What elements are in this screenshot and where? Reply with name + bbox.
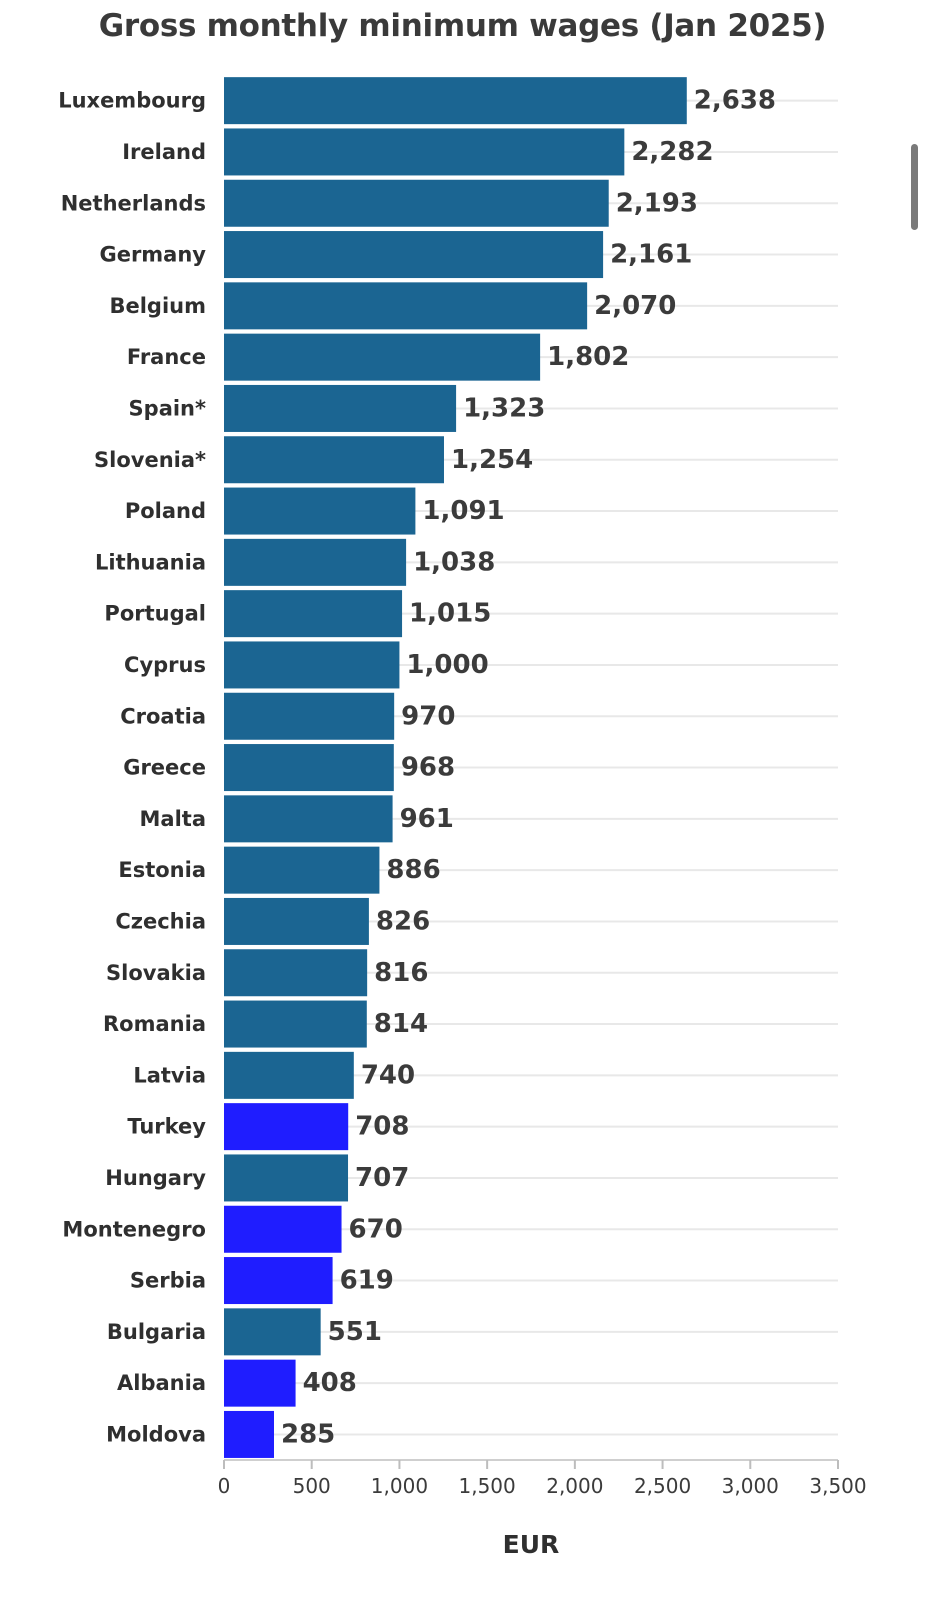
value-label: 2,638 (694, 86, 776, 116)
category-label: Belgium (109, 294, 206, 318)
category-label: Luxembourg (58, 89, 206, 113)
chart-title: Gross monthly minimum wages (Jan 2025) (98, 8, 827, 44)
value-label: 816 (374, 958, 428, 988)
x-tick-label: 1,000 (371, 1474, 428, 1498)
scrollbar-thumb[interactable] (911, 144, 918, 230)
bars (224, 77, 687, 1458)
bar-portugal (224, 590, 403, 638)
value-label: 707 (355, 1163, 409, 1193)
category-label: Poland (125, 499, 206, 523)
category-label: Latvia (133, 1063, 206, 1087)
bar-moldova (224, 1410, 274, 1458)
value-label: 814 (374, 1009, 428, 1039)
bar-greece (224, 744, 394, 792)
value-label: 826 (376, 906, 430, 936)
value-label: 2,193 (616, 188, 698, 218)
bar-lithuania (224, 538, 407, 586)
x-tick-label: 500 (293, 1474, 331, 1498)
bar-france (224, 333, 541, 381)
bar-montenegro (224, 1205, 342, 1253)
category-label: Montenegro (62, 1217, 206, 1241)
bar-ireland (224, 128, 625, 176)
category-label: Malta (140, 807, 206, 831)
value-label: 670 (349, 1214, 403, 1244)
x-axis-ticks: 0 500 1,000 1,500 2,000 2,500 3,000 3,500 (218, 1459, 867, 1498)
bar-turkey (224, 1103, 349, 1151)
x-tick-label: 3,000 (722, 1474, 779, 1498)
x-tick-label: 2,000 (546, 1474, 603, 1498)
bar-cyprus (224, 641, 400, 689)
value-label: 1,015 (409, 599, 491, 629)
value-label: 968 (401, 753, 455, 783)
value-label: 2,070 (594, 291, 676, 321)
value-label: 961 (400, 804, 454, 834)
value-label: 408 (303, 1368, 357, 1398)
value-label: 740 (361, 1060, 415, 1090)
category-label: Turkey (127, 1115, 206, 1139)
category-label: Portugal (104, 602, 206, 626)
x-tick-label: 1,500 (459, 1474, 516, 1498)
bar-malta (224, 795, 393, 843)
category-label: Spain* (129, 396, 206, 420)
category-label: Netherlands (61, 191, 206, 215)
category-label: Bulgaria (107, 1320, 206, 1344)
bar-serbia (224, 1257, 333, 1305)
value-label: 1,323 (463, 393, 545, 423)
value-label: 2,161 (610, 240, 692, 270)
category-label: France (127, 345, 206, 369)
bar-spain (224, 384, 457, 432)
bar-bulgaria (224, 1308, 321, 1356)
value-label: 970 (401, 701, 455, 731)
category-label: Germany (99, 243, 206, 267)
category-labels: Luxembourg Ireland Netherlands Germany Belgi… (58, 89, 206, 1447)
value-label: 1,000 (406, 650, 488, 680)
value-label: 1,038 (413, 547, 495, 577)
value-label: 285 (281, 1419, 335, 1449)
category-label: Serbia (130, 1269, 206, 1293)
category-label: Cyprus (124, 653, 206, 677)
value-label: 886 (386, 855, 440, 885)
category-label: Croatia (120, 704, 206, 728)
category-label: Estonia (118, 858, 206, 882)
x-axis-title: EUR (503, 1530, 560, 1559)
category-label: Slovenia* (94, 448, 206, 472)
bar-hungary (224, 1154, 349, 1202)
value-label: 619 (340, 1266, 394, 1296)
bar-albania (224, 1359, 296, 1407)
bar-romania (224, 1000, 367, 1048)
value-label: 2,282 (631, 137, 713, 167)
bar-latvia (224, 1051, 354, 1099)
x-tick-label: 0 (218, 1474, 231, 1498)
bar-czechia (224, 897, 369, 945)
value-label: 1,091 (422, 496, 504, 526)
category-label: Hungary (105, 1166, 206, 1190)
bar-slovenia (224, 436, 444, 484)
category-label: Albania (117, 1371, 206, 1395)
x-tick-label: 3,500 (809, 1474, 866, 1498)
bar-luxembourg (224, 77, 687, 125)
category-label: Moldova (106, 1422, 206, 1446)
category-label: Czechia (115, 909, 206, 933)
value-label: 551 (328, 1317, 382, 1347)
bar-germany (224, 231, 604, 279)
bar-estonia (224, 846, 380, 894)
bar-poland (224, 487, 416, 535)
bar-netherlands (224, 179, 609, 227)
bar-belgium (224, 282, 588, 330)
category-label: Ireland (122, 140, 206, 164)
category-label: Romania (103, 1012, 206, 1036)
value-label: 708 (355, 1112, 409, 1142)
category-label: Slovakia (106, 961, 206, 985)
bar-slovakia (224, 949, 368, 997)
x-tick-label: 2,500 (634, 1474, 691, 1498)
category-label: Lithuania (95, 550, 206, 574)
value-label: 1,802 (547, 342, 629, 372)
category-label: Greece (123, 756, 206, 780)
bar-croatia (224, 692, 395, 740)
value-label: 1,254 (451, 445, 533, 475)
